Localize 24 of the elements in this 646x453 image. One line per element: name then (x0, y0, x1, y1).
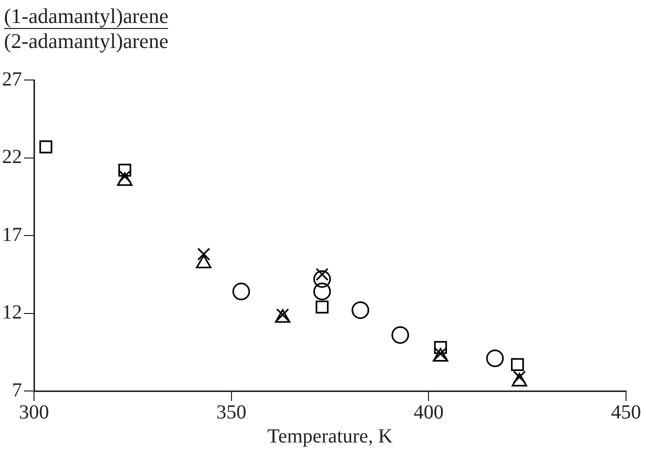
point (197, 248, 210, 261)
x-tick-label: 300 (19, 401, 49, 424)
y-tick-label: 27 (2, 68, 22, 90)
y-axis-title: (1-adamantyl)arene (4, 4, 168, 29)
point (316, 300, 329, 314)
point (486, 350, 504, 368)
x-axis-title: Temperature, K (267, 425, 394, 448)
point (511, 358, 524, 372)
point (434, 341, 447, 354)
point (391, 326, 410, 344)
point (313, 270, 331, 288)
y-tick-label: 7 (12, 379, 22, 402)
x-tick-label: 450 (611, 401, 641, 424)
point (313, 282, 331, 300)
x-tick-label: 350 (216, 401, 246, 424)
point (232, 282, 250, 300)
y-tick-label: 17 (2, 224, 22, 246)
y-tick-label: 12 (2, 302, 22, 324)
point (39, 140, 52, 154)
point (352, 301, 370, 319)
x-tick-label: 400 (414, 401, 444, 424)
y-tick-label: 22 (2, 146, 22, 168)
point (118, 164, 132, 177)
text: (2-adamantyl)arene (4, 29, 168, 53)
